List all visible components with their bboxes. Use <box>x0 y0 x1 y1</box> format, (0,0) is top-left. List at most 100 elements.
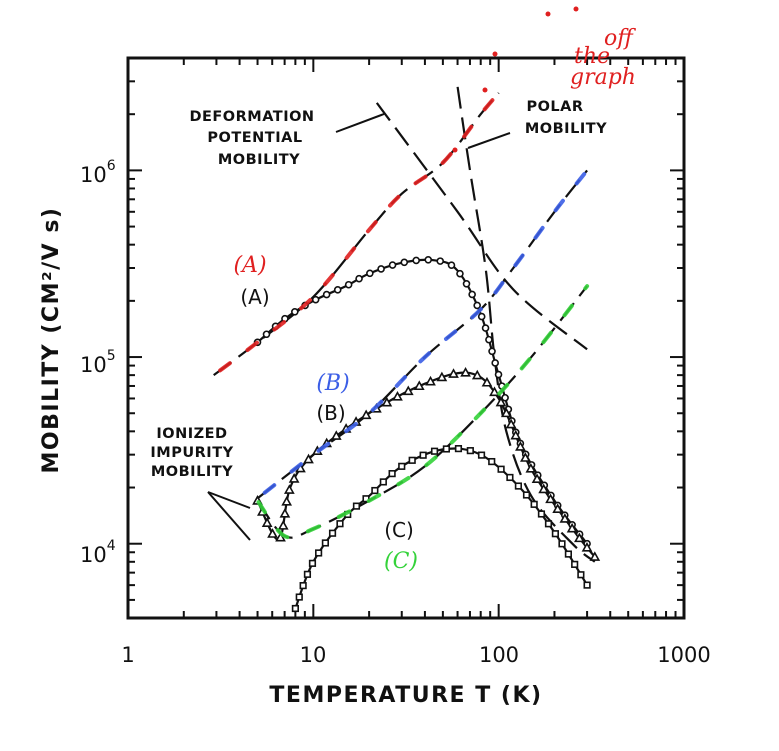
series-B-marker <box>279 508 291 518</box>
series-C-marker <box>371 486 379 495</box>
hand-mark <box>545 11 551 17</box>
x-axis-title: TEMPERATURE T (K) <box>269 683 542 708</box>
series-C-marker <box>336 520 344 528</box>
deformation-pointer <box>335 113 385 133</box>
series-C-marker <box>497 465 505 473</box>
deformation-label-2: POTENTIAL <box>207 130 302 146</box>
series-A-marker <box>494 370 503 379</box>
x-tick-label: 1 <box>121 643 134 667</box>
ionized-label-2: IMPURITY <box>150 445 233 461</box>
series-B-marker <box>559 513 571 523</box>
series-A-marker <box>355 274 363 283</box>
series-A-marker <box>481 324 490 332</box>
series-A-marker <box>488 347 496 356</box>
series-B-marker <box>413 380 425 391</box>
series-C-marker <box>571 560 579 568</box>
series-B-marker <box>460 366 471 377</box>
series-B-marker <box>500 407 512 418</box>
series-ionized-C-line <box>256 285 588 539</box>
series-C-marker <box>442 445 450 453</box>
series-C-marker <box>537 510 546 518</box>
series-B-marker <box>589 551 601 561</box>
series-B-marker <box>545 493 556 504</box>
series-C-marker <box>419 451 427 459</box>
series-C-marker <box>388 470 396 478</box>
series-C-marker <box>315 549 323 557</box>
series-B-marker <box>436 371 448 382</box>
series-B-marker <box>471 369 483 380</box>
series-B-marker <box>267 528 278 538</box>
series-A-marker <box>366 269 374 278</box>
hand-label-a: (A) <box>233 253 266 278</box>
series-B-marker <box>277 520 289 530</box>
series-C-marker <box>488 457 496 466</box>
series-A-marker <box>344 280 353 289</box>
series-B-marker <box>495 396 507 407</box>
hand-mark <box>482 87 488 93</box>
series-C-marker <box>466 447 474 455</box>
series-C-marker <box>564 550 573 558</box>
deformation-label-3: MOBILITY <box>218 152 300 168</box>
series-C-marker <box>308 559 317 567</box>
series-C-marker <box>558 540 566 548</box>
hand-trace-ionized-C <box>255 284 590 540</box>
series-B-marker <box>281 496 293 506</box>
series-B-marker <box>261 517 273 527</box>
x-tick-label: 10 <box>300 643 327 667</box>
curve-label-a: (A) <box>240 285 269 309</box>
y-tick-label: 104 <box>80 538 116 567</box>
series-C-marker <box>291 604 300 613</box>
series-A-marker <box>262 330 271 339</box>
series-B-marker <box>574 532 585 543</box>
series-B-marker <box>531 473 543 484</box>
series-A-marker <box>377 265 385 273</box>
series-B-marker <box>505 418 517 429</box>
curve-label-b: (B) <box>316 401 345 425</box>
series-A-marker <box>473 301 481 310</box>
series-A-marker <box>424 255 433 264</box>
deformation-label-1: DEFORMATION <box>189 109 314 125</box>
x-tick-label: 100 <box>479 643 519 667</box>
ionized-pointer-upper <box>207 491 251 509</box>
series-ionized-B-line <box>256 169 588 500</box>
series-A-marker <box>436 257 445 265</box>
series-A-marker <box>322 290 331 299</box>
series-A-marker <box>491 359 499 367</box>
series-A-marker <box>333 286 342 294</box>
series-A-marker <box>485 335 493 344</box>
ionized-label-3: MOBILITY <box>151 464 233 480</box>
series-B-marker <box>283 484 295 494</box>
series-C-marker <box>398 462 406 470</box>
series-C-marker <box>530 500 538 508</box>
series-C-marker <box>577 571 585 579</box>
axis-ticks <box>127 57 684 619</box>
series-C-marker <box>352 502 361 510</box>
series-A-marker <box>468 290 476 299</box>
plot-frame <box>126 56 686 620</box>
y-axis-title: MOBILITY (CM²/V s) <box>39 207 64 474</box>
series-A-marker <box>477 312 486 321</box>
hand-note-1: off <box>604 26 636 51</box>
hand-mark <box>492 51 498 57</box>
hand-label-b: (B) <box>316 371 349 396</box>
series-B-marker <box>481 376 493 387</box>
series-B-marker <box>510 429 522 440</box>
series-polar-line <box>456 86 596 563</box>
hand-trace-ionized-B <box>255 168 590 501</box>
hand-mark <box>573 6 579 12</box>
curve-label-c: (C) <box>384 518 414 542</box>
series-C-marker <box>379 478 387 486</box>
series-B-marker <box>552 503 564 514</box>
series-B-marker <box>392 390 403 401</box>
series-B-marker <box>381 396 393 407</box>
hand-annotations <box>211 6 590 540</box>
series-B-marker <box>330 430 342 440</box>
series-B-marker <box>360 409 372 420</box>
series-A-marker <box>388 261 397 269</box>
series-C-marker <box>454 445 463 453</box>
series-C-marker <box>328 529 337 537</box>
hand-mark <box>452 147 458 153</box>
series-A-marker <box>501 393 509 402</box>
series-B-marker <box>303 453 314 464</box>
